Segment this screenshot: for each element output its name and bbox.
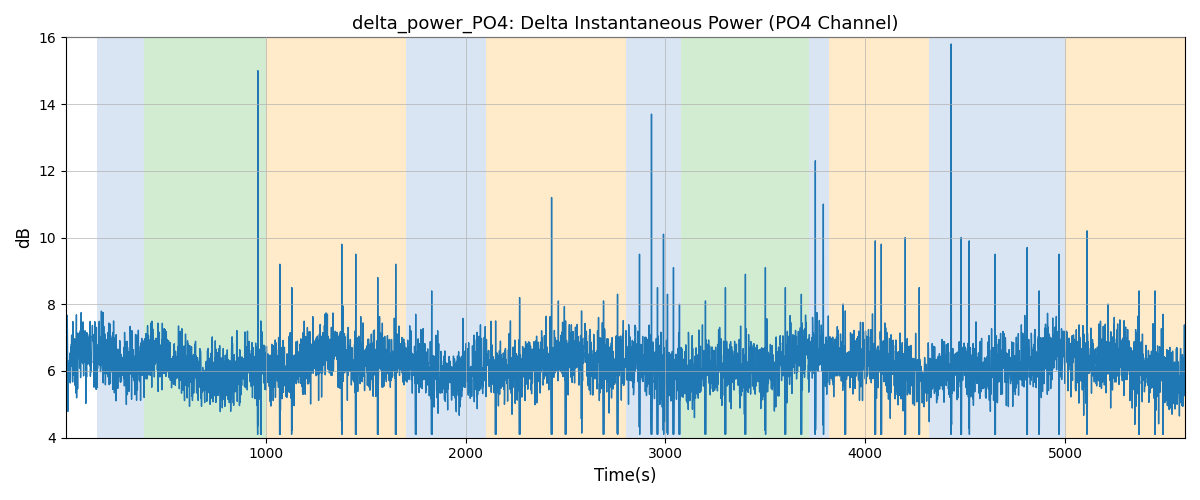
X-axis label: Time(s): Time(s): [594, 467, 656, 485]
Bar: [144, 38, 266, 438]
Bar: [809, 38, 829, 438]
Bar: [406, 38, 486, 438]
Title: delta_power_PO4: Delta Instantaneous Power (PO4 Channel): delta_power_PO4: Delta Instantaneous Pow…: [353, 15, 899, 34]
Bar: [97, 38, 144, 438]
Y-axis label: dB: dB: [14, 226, 32, 248]
Bar: [929, 38, 1066, 438]
Bar: [266, 38, 406, 438]
Bar: [829, 38, 929, 438]
Bar: [682, 38, 809, 438]
Bar: [486, 38, 625, 438]
Bar: [1066, 38, 1186, 438]
Bar: [625, 38, 682, 438]
